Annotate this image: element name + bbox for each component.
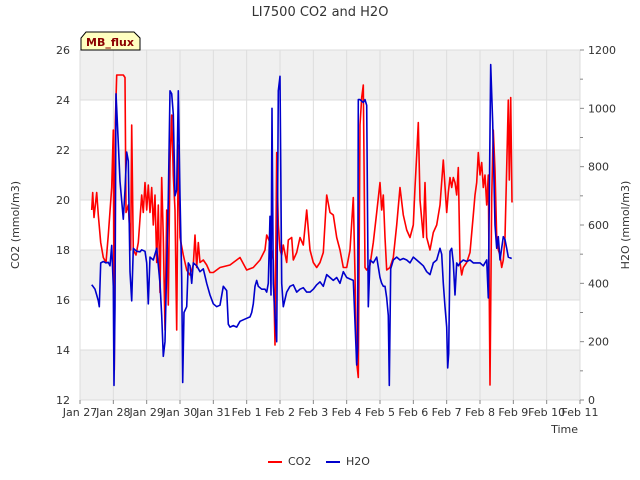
x-tick-label: Feb 6 <box>398 406 428 419</box>
series-line-co2 <box>90 74 513 386</box>
x-tick-label: Feb 3 <box>298 406 328 419</box>
y-left-tick-label: 16 <box>56 294 70 307</box>
y-right-tick-label: 600 <box>588 219 609 232</box>
x-tick-label: Feb 5 <box>365 406 395 419</box>
x-tick-label: Feb 9 <box>498 406 528 419</box>
series-group <box>90 63 513 387</box>
y-right-tick-label: 1200 <box>588 44 616 57</box>
chart-title: LI7500 CO2 and H2O <box>252 5 389 20</box>
legend-label-co2: CO2 <box>288 455 311 468</box>
y-axis-left-label: CO2 (mmol/m3) <box>9 181 22 269</box>
tag-shape <box>80 31 141 51</box>
series-line-h2o <box>91 63 513 387</box>
x-tick-label: Jan 29 <box>128 406 163 419</box>
mb-flux-tag: MB_flux <box>80 31 141 51</box>
plot-band <box>80 150 580 200</box>
y-right-tick-label: 400 <box>588 277 609 290</box>
x-tick-label: Feb 10 <box>528 406 565 419</box>
legend: CO2 H2O <box>268 455 370 468</box>
x-tick-label: Jan 28 <box>95 406 130 419</box>
legend-label-h2o: H2O <box>346 455 370 468</box>
y-left-tick-label: 18 <box>56 244 70 257</box>
x-tick-label: Feb 1 <box>232 406 262 419</box>
plot-band <box>80 50 580 100</box>
x-tick-label: Jan 27 <box>62 406 97 419</box>
x-axis-label: Time <box>550 423 578 436</box>
y-left-tick-label: 24 <box>56 94 70 107</box>
y-left-tick-label: 22 <box>56 144 70 157</box>
y-left-tick-label: 26 <box>56 44 70 57</box>
y-left-tick-label: 20 <box>56 194 70 207</box>
x-tick-label: Feb 2 <box>265 406 295 419</box>
x-tick-label: Jan 31 <box>195 406 230 419</box>
y-left-tick-label: 12 <box>56 394 70 407</box>
y-right-tick-label: 800 <box>588 161 609 174</box>
y-right-tick-label: 200 <box>588 336 609 349</box>
x-tick-label: Feb 4 <box>332 406 362 419</box>
tag-label: MB_flux <box>86 36 134 49</box>
x-tick-label: Feb 7 <box>432 406 462 419</box>
x-tick-label: Feb 11 <box>562 406 599 419</box>
plot-band <box>80 350 580 400</box>
x-tick-label: Feb 8 <box>465 406 495 419</box>
y-right-tick-label: 1000 <box>588 102 616 115</box>
x-tick-label: Jan 30 <box>162 406 197 419</box>
plot-band <box>80 250 580 300</box>
y-axis-right: 0 200 400 600 800 1000 1200 <box>580 44 616 407</box>
y-axis-right-label: H2O (mmol/m3) <box>619 181 632 270</box>
y-axis-left: 12 14 16 18 20 22 24 26 <box>56 44 70 407</box>
plot-bands <box>80 50 580 400</box>
y-right-tick-label: 0 <box>588 394 595 407</box>
y-left-tick-label: 14 <box>56 344 70 357</box>
